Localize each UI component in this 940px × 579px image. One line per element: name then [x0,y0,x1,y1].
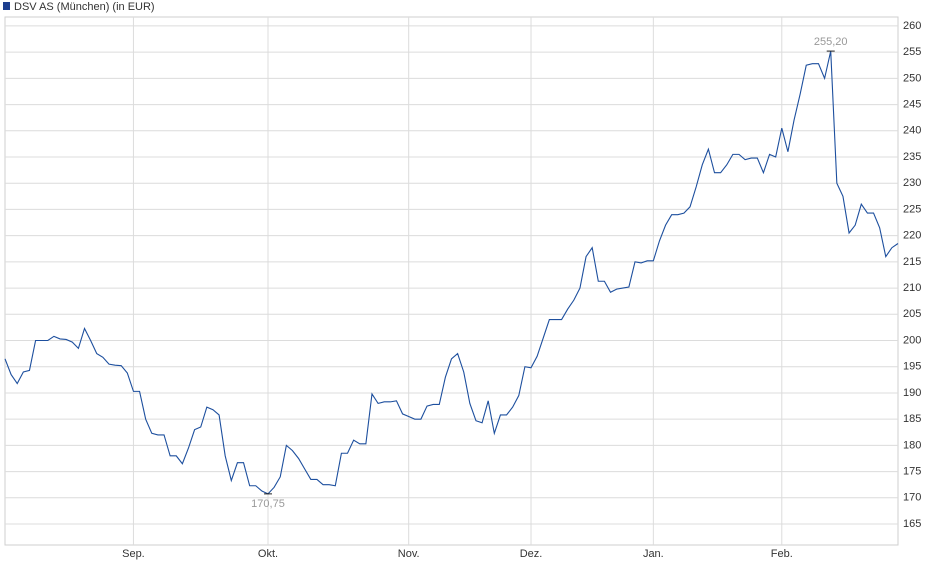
value-label: 255,20 [814,36,848,48]
value-label: 170,75 [251,498,285,510]
y-tick-label: 215 [903,256,921,268]
y-tick-label: 185 [903,413,921,425]
y-tick-label: 165 [903,518,921,530]
x-tick-label: Feb. [771,548,793,560]
x-tick-label: Nov. [398,548,420,560]
legend-label: DSV AS (München) (in EUR) [14,1,155,13]
y-tick-label: 245 [903,98,921,110]
plot-frame [4,16,899,546]
y-tick-label: 200 [903,334,921,346]
x-tick-label: Jan. [643,548,664,560]
x-tick-label: Sep. [122,548,145,560]
y-tick-label: 235 [903,151,921,163]
y-tick-label: 220 [903,230,921,242]
x-tick-label: Dez. [520,548,543,560]
y-tick-label: 180 [903,439,921,451]
y-tick-label: 260 [903,20,921,32]
legend-swatch [3,2,10,10]
y-tick-label: 195 [903,361,921,373]
y-tick-label: 210 [903,282,921,294]
price-line [4,50,899,495]
x-tick-label: Okt. [258,548,278,560]
y-tick-label: 230 [903,177,921,189]
y-tick-label: 250 [903,72,921,84]
y-tick-label: 175 [903,466,921,478]
y-tick-label: 205 [903,308,921,320]
y-tick-label: 240 [903,125,921,137]
y-tick-label: 255 [903,46,921,58]
y-tick-label: 170 [903,492,921,504]
y-tick-label: 190 [903,387,921,399]
y-tick-label: 225 [903,203,921,215]
